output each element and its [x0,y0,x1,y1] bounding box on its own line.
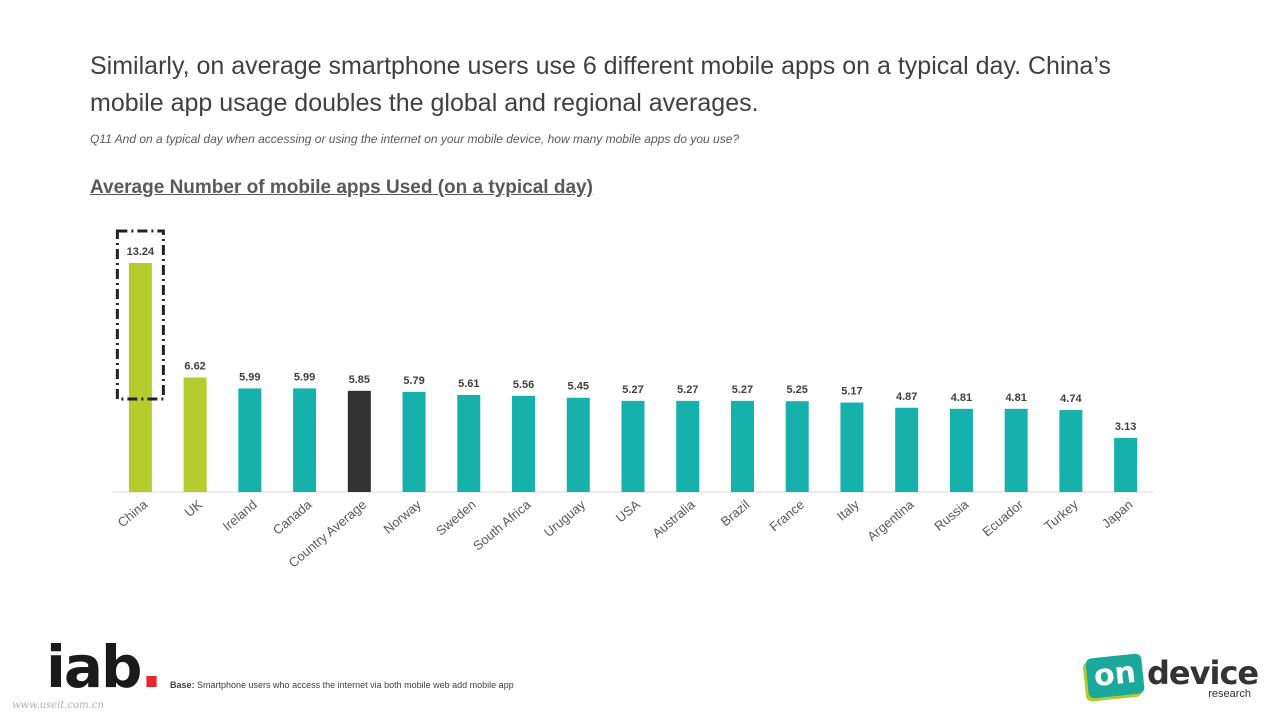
bar-chart: 13.24 China 6.62 UK 5.99 Ireland 5.99 Canada 5.8… [113,229,1153,570]
category-tick-label: Argentina [864,496,917,544]
category-tick-label: South Africa [470,496,534,553]
category-tick-label: USA [613,497,643,526]
category-tick-label: UK [182,497,206,520]
bar-turkey [1059,410,1083,492]
category-tick-label: Uruguay [541,496,589,539]
data-label: 4.81 [951,392,972,404]
category-tick-label: Ireland [220,497,260,534]
data-label: 4.74 [1060,393,1082,405]
category-tick-label: Sweden [433,497,479,539]
data-label: 5.17 [841,386,862,398]
ondevice-logo-on: on [1085,653,1145,699]
bar-italy [840,402,864,492]
category-tick-label: Canada [270,496,315,537]
base-note-label: Base: [170,680,195,690]
category-tick-label: Japan [1099,497,1136,531]
iab-logo-dot: . [140,633,163,701]
data-label: 5.85 [349,374,370,386]
data-label: 4.87 [896,391,917,403]
data-label: 5.27 [732,384,753,396]
data-label: 3.13 [1115,421,1136,433]
bar-uk [183,377,207,492]
data-label: 6.62 [184,361,205,373]
survey-question: Q11 And on a typical day when accessing … [90,132,740,146]
headline: Similarly, on average smartphone users u… [90,52,1111,117]
bar-brazil [730,400,754,492]
category-tick-label: Norway [381,496,425,536]
category-tick-label: China [115,496,151,530]
bar-canada [293,388,317,492]
bar-australia [676,400,700,492]
data-label: 5.25 [786,384,807,396]
data-label: 5.56 [513,379,534,391]
ondevice-logo-device: device [1147,654,1259,692]
data-label: 4.81 [1005,392,1026,404]
category-tick-label: Russia [931,496,972,534]
bar-country-average [347,390,371,492]
base-note-text: Smartphone users who access the internet… [194,680,514,690]
data-label: 5.27 [622,384,643,396]
base-note: Base: Smartphone users who access the in… [170,680,514,690]
bar-uruguay [566,397,590,492]
chart-title: Average Number of mobile apps Used (on a… [90,177,593,198]
data-label: 5.99 [294,371,315,383]
data-label: 5.79 [403,375,424,387]
ondevice-logo: on device research [1085,653,1259,704]
data-label: 5.99 [239,371,260,383]
ondevice-logo-research: research [1208,688,1251,700]
iab-logo: iab. [46,638,163,696]
category-tick-label: Australia [649,496,698,540]
category-tick-label: France [766,497,807,535]
bar-south-africa [512,395,536,492]
china-highlight-box [115,229,165,401]
watermark: www.useit.com.cn [12,700,104,711]
data-label: 5.61 [458,378,479,390]
data-label: 5.27 [677,384,698,396]
bar-ecuador [1004,408,1028,492]
bar-japan [1114,437,1138,492]
bar-usa [621,400,645,492]
data-label: 5.45 [568,381,589,393]
bar-sweden [457,394,481,492]
bar-norway [402,391,426,492]
bar-ireland [238,388,262,492]
bar-russia [949,408,973,492]
iab-logo-text: iab [46,633,143,701]
bar-china [128,263,152,492]
category-tick-label: Brazil [718,497,753,529]
category-tick-label: Italy [834,496,862,523]
bar-france [785,401,809,492]
category-tick-label: Turkey [1041,496,1081,533]
category-tick-label: Ecuador [979,496,1026,539]
data-label: 13.24 [127,246,155,258]
bar-argentina [895,407,919,492]
